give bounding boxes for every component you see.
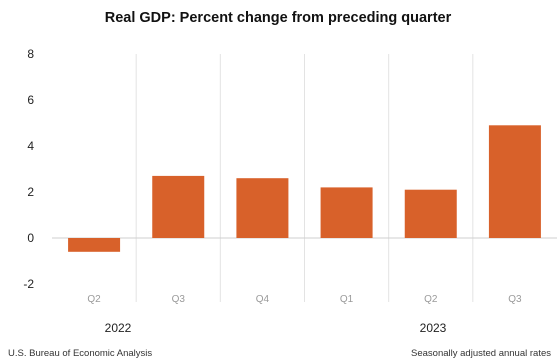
x-tick-label: Q2 — [87, 294, 101, 305]
x-tick-label: Q3 — [172, 294, 186, 305]
x-tick-label: Q3 — [508, 294, 522, 305]
y-tick-label: -2 — [23, 277, 34, 291]
chart-title: Real GDP: Percent change from preceding … — [105, 10, 452, 26]
year-label: 2023 — [420, 321, 447, 335]
y-tick-label: 4 — [27, 139, 34, 153]
bar-q4-2 — [236, 178, 289, 238]
y-tick-label: 2 — [27, 185, 34, 199]
year-label: 2022 — [105, 321, 132, 335]
x-tick-label: Q4 — [256, 294, 270, 305]
bar-q3-1 — [152, 175, 205, 238]
bar-q2-0 — [68, 238, 121, 252]
bar-q2-4 — [404, 189, 457, 238]
y-tick-label: 0 — [27, 231, 34, 245]
bar-q1-3 — [320, 187, 373, 238]
x-tick-label: Q1 — [340, 294, 354, 305]
y-tick-label: 6 — [27, 93, 34, 107]
x-tick-label: Q2 — [424, 294, 438, 305]
bar-q3-5 — [488, 125, 541, 238]
rates-note: Seasonally adjusted annual rates — [411, 348, 551, 359]
source-note: U.S. Bureau of Economic Analysis — [8, 348, 152, 359]
y-tick-label: 8 — [27, 47, 34, 61]
